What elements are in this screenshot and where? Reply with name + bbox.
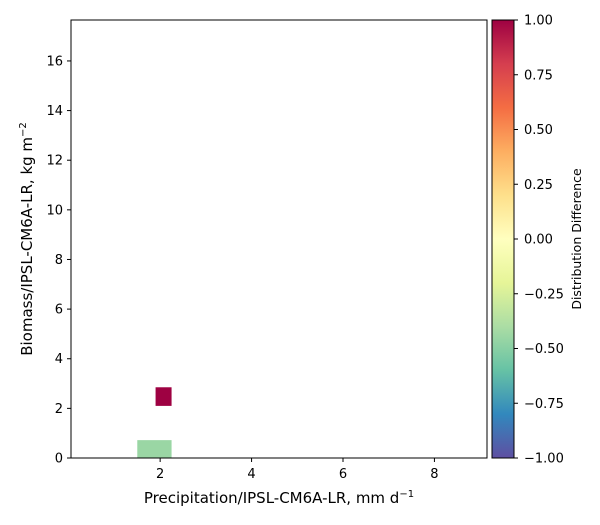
colorbar-tick-label: 1.00 [524,14,553,29]
colorbar-tick-label: 0.25 [524,178,553,193]
x-axis: 2 4 6 8 [156,458,439,482]
y-axis-label: Biomass/IPSL-CM6A-LR, kg m−2 [18,122,36,356]
y-tick-label: 6 [55,303,63,318]
plot-area [70,19,488,459]
y-tick-label: 0 [55,452,63,467]
y-tick-label: 16 [46,54,63,69]
y-tick-label: 8 [55,253,63,268]
colorbar-tick-label: 0.75 [524,68,553,83]
colorbar-tick-label: −0.50 [524,342,564,357]
y-tick-label: 2 [55,402,63,417]
colorbar-label: Distribution Difference [569,168,584,310]
colorbar-ticks: 1.00 0.75 0.50 0.25 0.00 −0.25 −0.50 −0.75 −1.00 [514,14,564,467]
colorbar-tick-label: −0.75 [524,397,564,412]
x-tick-label: 4 [247,467,255,482]
colorbar [491,19,515,459]
heatmap-cell [137,440,172,458]
heatmap-cells [137,387,172,458]
y-tick-label: 10 [46,203,63,218]
colorbar-tick-label: −0.25 [524,287,564,302]
y-tick-label: 12 [46,154,63,169]
colorbar-tick-label: 0.50 [524,123,553,138]
x-tick-label: 2 [156,467,164,482]
x-axis-label: Precipitation/IPSL-CM6A-LR, mm d−1 [144,489,414,507]
x-tick-label: 6 [339,467,347,482]
y-tick-label: 4 [55,352,63,367]
colorbar-tick-label: −1.00 [524,452,564,467]
x-tick-label: 8 [430,467,438,482]
heatmap-cell [155,387,172,406]
y-axis: 0 2 4 6 8 10 12 14 16 [46,54,71,467]
y-tick-label: 14 [46,104,63,119]
colorbar-tick-label: 0.00 [524,233,553,248]
